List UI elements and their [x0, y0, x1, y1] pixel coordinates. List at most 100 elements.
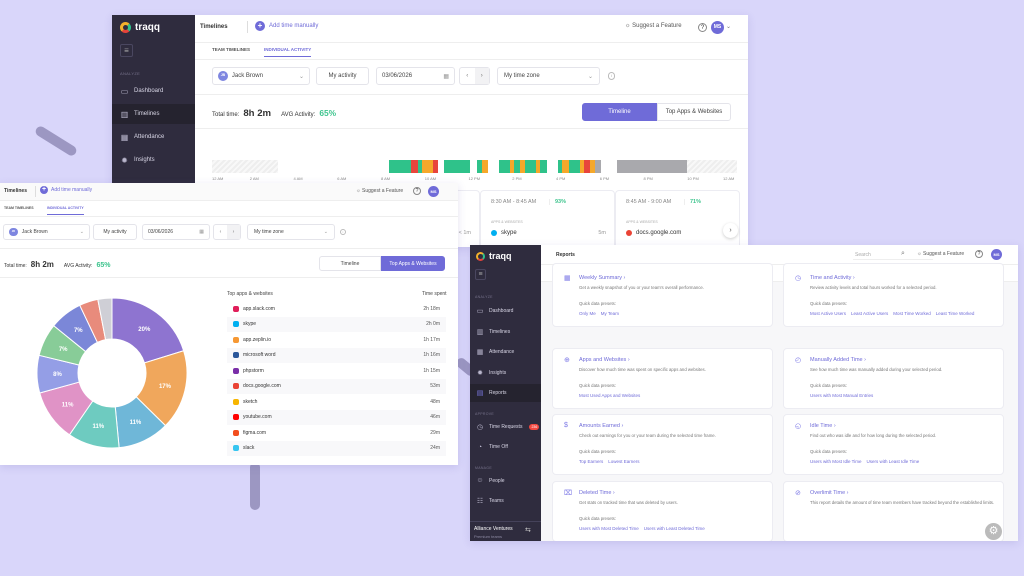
next-day-button[interactable]: ›: [227, 225, 240, 239]
suggest-feature-button[interactable]: ☼ Suggest a Feature: [356, 188, 403, 194]
view-toggle-timeline[interactable]: Timeline: [319, 256, 381, 271]
table-row[interactable]: skype 2h 0m: [227, 316, 446, 332]
timeline-segment-orange[interactable]: [520, 160, 525, 173]
report-title-link[interactable]: Apps and Websites ›: [579, 357, 630, 363]
sidebar-item-teams[interactable]: ☷ Teams: [470, 492, 541, 510]
preset-link[interactable]: Least Time Worked: [935, 311, 975, 316]
preset-link[interactable]: Users with Most Idle Time: [810, 459, 862, 464]
timeline-segment-red[interactable]: [411, 160, 418, 173]
tab-team-timelines[interactable]: TEAM TIMELINES: [212, 47, 250, 52]
timeline-segment-active[interactable]: [557, 160, 562, 173]
view-toggle-top-apps[interactable]: Top Apps & Websites: [381, 256, 445, 271]
next-day-button[interactable]: ›: [474, 68, 489, 84]
table-row[interactable]: phpstorm 1h 15m: [227, 363, 446, 378]
preset-link[interactable]: Top Earners: [579, 459, 604, 464]
preset-link[interactable]: Users with Most Manual Entries: [810, 393, 874, 398]
add-time-button[interactable]: + Add time manually: [40, 186, 92, 194]
timeline-segment-orange[interactable]: [562, 160, 569, 173]
sidebar-item-people[interactable]: ☺ People: [470, 472, 541, 490]
timeline-segment-active[interactable]: [417, 160, 422, 173]
preset-link[interactable]: Only Me: [579, 311, 596, 316]
timeline-segment-orange[interactable]: [428, 160, 433, 173]
prev-day-button[interactable]: ‹: [466, 73, 469, 79]
sidebar-item-dashboard[interactable]: ▭ Dashboard: [112, 81, 195, 101]
activity-select[interactable]: My activity: [93, 224, 137, 240]
donut-slice[interactable]: [97, 297, 113, 341]
timeline-segment-red[interactable]: [583, 160, 591, 173]
suggest-feature-button[interactable]: ☼ Suggest a Feature: [625, 23, 682, 29]
info-icon[interactable]: i: [608, 72, 616, 80]
settings-sliders-icon[interactable]: ⇆: [525, 527, 531, 534]
timezone-select[interactable]: My time zone ⌄: [247, 224, 335, 240]
date-input[interactable]: 03/06/2026 ▦: [142, 224, 210, 240]
report-title-link[interactable]: Deleted Time ›: [579, 490, 615, 496]
sidebar-item-time-requests[interactable]: ◷ Time Requests 236: [470, 418, 541, 436]
preset-link[interactable]: My Team: [600, 311, 619, 316]
table-row[interactable]: app.slack.com 2h 18m: [227, 301, 446, 316]
table-row[interactable]: microsoft word 1h 16m: [227, 347, 446, 363]
interval-card[interactable]: 8:30 AM - 8:45 AM 93% APPS & WEBSITES skype…: [480, 190, 615, 247]
sidebar-item-time-off[interactable]: ◔ Time Off: [470, 438, 541, 456]
preset-link[interactable]: Most Time Worked: [893, 311, 931, 316]
preset-link[interactable]: Lowest Earners: [608, 459, 640, 464]
sidebar-item-attendance[interactable]: ▦ Attendance: [470, 343, 541, 361]
tab-team-timelines[interactable]: TEAM TIMELINES: [4, 206, 34, 210]
preset-link[interactable]: Least Active Users: [851, 311, 889, 316]
info-icon[interactable]: i: [340, 229, 346, 235]
table-row[interactable]: sketch 48m: [227, 394, 446, 409]
view-toggle-timeline[interactable]: Timeline: [582, 103, 657, 121]
preset-link[interactable]: Users with Least Deleted Time: [643, 526, 705, 531]
report-title-link[interactable]: Overlimit Time ›: [810, 490, 849, 496]
tab-individual-activity[interactable]: INDIVIDUAL ACTIVITY: [47, 206, 84, 215]
timeline-segment-active[interactable]: [498, 160, 510, 173]
sidebar-item-insights[interactable]: ✹ Insights: [470, 364, 541, 382]
org-switcher[interactable]: Alliance Ventures Premium teams ⇆: [470, 521, 541, 539]
sidebar-item-reports[interactable]: ▤ Reports: [470, 384, 541, 402]
preset-link[interactable]: Most Used Apps and Websites: [579, 393, 641, 398]
timeline-segment-active[interactable]: [476, 160, 483, 173]
sidebar-item-attendance[interactable]: ▦ Attendance: [112, 127, 195, 147]
table-row[interactable]: youtube.com 46m: [227, 409, 446, 425]
menu-toggle-button[interactable]: ≡: [120, 44, 133, 57]
help-icon[interactable]: ?: [413, 187, 421, 195]
report-title-link[interactable]: Weekly Summary ›: [579, 275, 625, 281]
sidebar-item-timelines[interactable]: ▥ Timelines: [470, 323, 541, 341]
sidebar-item-dashboard[interactable]: ▭ Dashboard: [470, 302, 541, 320]
timeline-segment-active[interactable]: [540, 160, 547, 173]
timeline-segment-red[interactable]: [432, 160, 439, 173]
settings-gear-icon[interactable]: ⚙: [985, 523, 1002, 540]
timeline-segment-idle[interactable]: [594, 160, 602, 173]
timeline-segment-active[interactable]: [524, 160, 536, 173]
avatar[interactable]: MS: [711, 21, 724, 34]
timeline-bar[interactable]: [212, 160, 737, 173]
report-title-link[interactable]: Manually Added Time ›: [810, 357, 866, 363]
activity-select[interactable]: My activity: [316, 67, 369, 85]
timeline-segment-orange[interactable]: [535, 160, 541, 173]
timeline-segment-active[interactable]: [568, 160, 580, 173]
search-input[interactable]: Search: [853, 249, 933, 260]
table-row[interactable]: app.zeplin.io 1h 17m: [227, 332, 446, 347]
chevron-down-icon[interactable]: ⌄: [726, 24, 732, 30]
preset-link[interactable]: Users with Least Idle Time: [866, 459, 920, 464]
avatar[interactable]: MS: [428, 186, 439, 197]
user-select[interactable]: JB Jack Brown ⌄: [212, 67, 310, 85]
prev-day-button[interactable]: ‹: [219, 229, 222, 235]
table-row[interactable]: docs.google.com 53m: [227, 378, 446, 394]
user-select[interactable]: JB Jack Brown ⌄: [3, 224, 90, 240]
timeline-segment-active[interactable]: [443, 160, 471, 173]
timeline-segment-orange[interactable]: [482, 160, 488, 173]
report-title-link[interactable]: Time and Activity ›: [810, 275, 855, 281]
preset-link[interactable]: Most Active Users: [810, 311, 847, 316]
timeline-segment-orange[interactable]: [590, 160, 595, 173]
report-title-link[interactable]: Amounts Earned ›: [579, 423, 623, 429]
help-icon[interactable]: ?: [698, 23, 707, 32]
sidebar-item-timelines[interactable]: ▥ Timelines: [112, 104, 195, 124]
add-time-button[interactable]: + Add time manually: [255, 21, 318, 31]
timeline-segment-active[interactable]: [389, 160, 412, 173]
preset-link[interactable]: Users with Most Deleted Time: [579, 526, 639, 531]
timezone-select[interactable]: My time zone ⌄: [497, 67, 600, 85]
date-input[interactable]: 03/06/2026 ▦: [376, 67, 455, 85]
timeline-segment-active[interactable]: [513, 160, 521, 173]
timeline-segment-hatched[interactable]: [212, 160, 278, 173]
menu-toggle-button[interactable]: ≡: [475, 269, 486, 280]
